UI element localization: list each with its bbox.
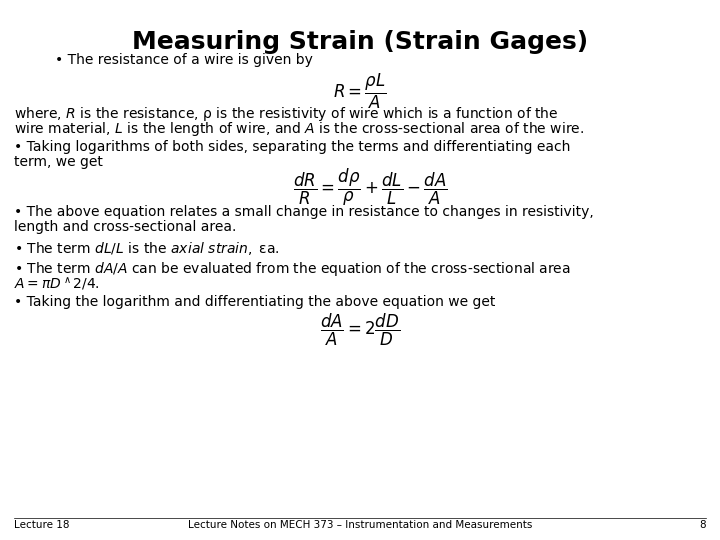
Text: wire material, $L$ is the length of wire, and $A$ is the cross-sectional area of: wire material, $L$ is the length of wire…	[14, 120, 584, 138]
Text: • The term $\mathit{dL/L}$ is the $\mathit{axial\ strain,}$ εa.: • The term $\mathit{dL/L}$ is the $\math…	[14, 240, 280, 257]
Text: • The term $\mathit{dA/A}$ can be evaluated from the equation of the cross-secti: • The term $\mathit{dA/A}$ can be evalua…	[14, 260, 571, 278]
Text: term, we get: term, we get	[14, 155, 103, 169]
Text: 8: 8	[699, 520, 706, 530]
Text: length and cross-sectional area.: length and cross-sectional area.	[14, 220, 236, 234]
Text: $R = \dfrac{\rho L}{A}$: $R = \dfrac{\rho L}{A}$	[333, 72, 387, 111]
Text: Lecture Notes on MECH 373 – Instrumentation and Measurements: Lecture Notes on MECH 373 – Instrumentat…	[188, 520, 532, 530]
Text: • Taking the logarithm and differentiating the above equation we get: • Taking the logarithm and differentiati…	[14, 295, 495, 309]
Text: where, $R$ is the resistance, ρ is the resistivity of wire which is a function o: where, $R$ is the resistance, ρ is the r…	[14, 105, 559, 123]
Text: $A=\pi D^\wedge 2/4.$: $A=\pi D^\wedge 2/4.$	[14, 275, 100, 292]
Text: $\dfrac{dR}{R} = \dfrac{d\rho}{\rho} + \dfrac{dL}{L} - \dfrac{dA}{A}$: $\dfrac{dR}{R} = \dfrac{d\rho}{\rho} + \…	[293, 167, 447, 208]
Text: Measuring Strain (Strain Gages): Measuring Strain (Strain Gages)	[132, 30, 588, 54]
Text: $\dfrac{dA}{A} = 2\dfrac{dD}{D}$: $\dfrac{dA}{A} = 2\dfrac{dD}{D}$	[320, 312, 400, 348]
Text: • The above equation relates a small change in resistance to changes in resistiv: • The above equation relates a small cha…	[14, 205, 594, 219]
Text: Lecture 18: Lecture 18	[14, 520, 70, 530]
Text: • The resistance of a wire is given by: • The resistance of a wire is given by	[55, 53, 313, 67]
Text: • Taking logarithms of both sides, separating the terms and differentiating each: • Taking logarithms of both sides, separ…	[14, 140, 570, 154]
